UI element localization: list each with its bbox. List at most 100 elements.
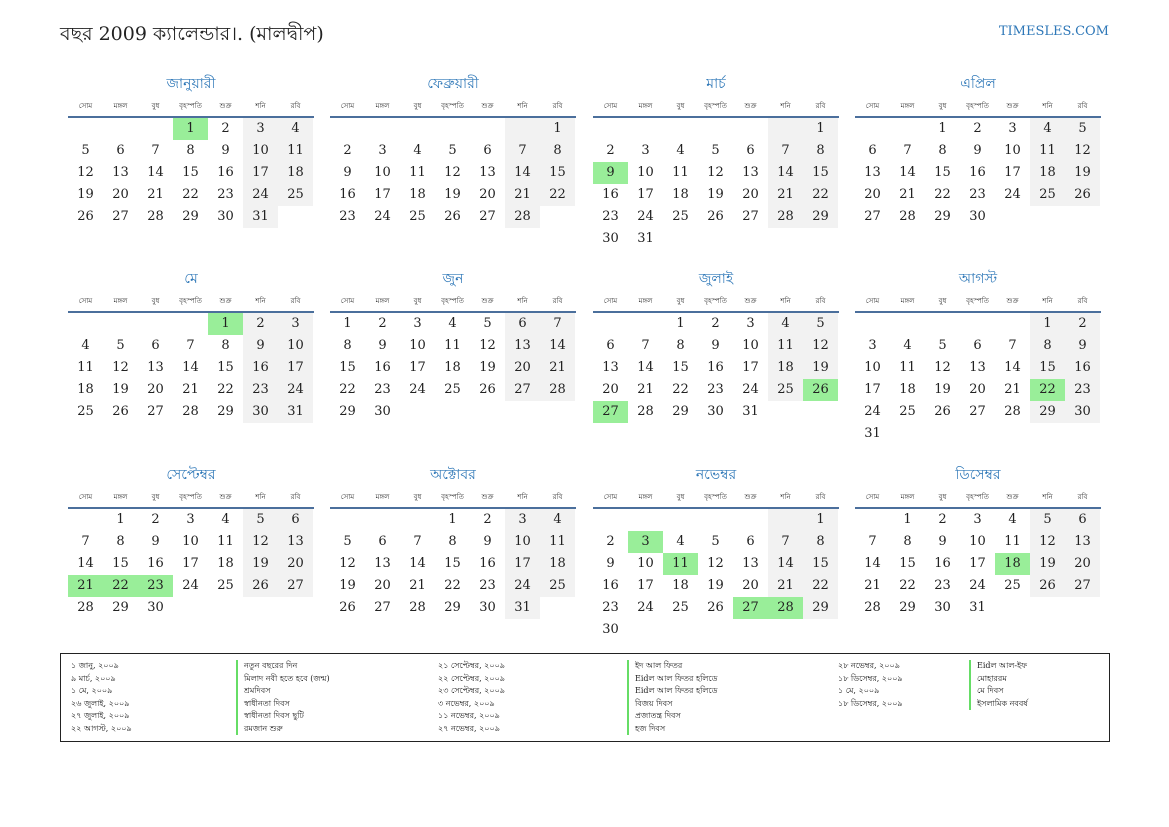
day-cell[interactable]: 23 — [602, 209, 619, 224]
day-cell[interactable]: 31 — [243, 206, 278, 228]
day-cell[interactable]: 30 — [374, 404, 391, 419]
day-cell[interactable]: 6 — [1065, 509, 1100, 531]
day-cell[interactable]: 16 — [217, 165, 234, 180]
day-cell[interactable]: 19 — [934, 382, 951, 397]
day-cell[interactable]: 7 — [505, 140, 540, 162]
day-cell[interactable]: 31 — [969, 600, 986, 615]
day-cell[interactable]: 13 — [742, 165, 759, 180]
day-cell[interactable]: 8 — [448, 534, 457, 549]
day-cell[interactable]: 4 — [676, 143, 685, 158]
day-cell[interactable]: 30 — [602, 622, 619, 637]
day-cell[interactable]: 10 — [969, 534, 986, 549]
day-cell[interactable]: 20 — [1065, 553, 1100, 575]
day-cell[interactable]: 20 — [602, 382, 619, 397]
day-cell[interactable]: 6 — [278, 509, 313, 531]
day-cell[interactable]: 11 — [1004, 534, 1021, 549]
day-cell[interactable]: 14 — [768, 553, 803, 575]
day-cell[interactable]: 18 — [672, 578, 689, 593]
day-cell[interactable]: 27 — [593, 401, 628, 423]
day-cell[interactable]: 21 — [637, 382, 654, 397]
day-cell[interactable]: 11 — [77, 360, 94, 375]
day-cell[interactable]: 8 — [803, 531, 838, 553]
day-cell[interactable]: 9 — [973, 143, 982, 158]
day-cell[interactable]: 27 — [112, 209, 129, 224]
day-cell[interactable]: 20 — [742, 187, 759, 202]
day-cell[interactable]: 5 — [711, 534, 720, 549]
day-cell[interactable]: 14 — [637, 360, 654, 375]
day-cell[interactable]: 3 — [505, 509, 540, 531]
day-cell[interactable]: 22 — [934, 187, 951, 202]
day-cell[interactable]: 16 — [969, 165, 986, 180]
day-cell[interactable]: 12 — [112, 360, 129, 375]
day-cell[interactable]: 9 — [711, 338, 720, 353]
day-cell[interactable]: 1 — [448, 512, 457, 527]
day-cell[interactable]: 20 — [742, 578, 759, 593]
day-cell[interactable]: 23 — [479, 578, 496, 593]
day-cell[interactable]: 27 — [1065, 575, 1100, 597]
day-cell[interactable]: 22 — [1030, 379, 1065, 401]
day-cell[interactable]: 11 — [1030, 140, 1065, 162]
day-cell[interactable]: 6 — [973, 338, 982, 353]
site-link[interactable]: TIMESLES.COM — [998, 24, 1109, 39]
day-cell[interactable]: 30 — [934, 600, 951, 615]
day-cell[interactable]: 4 — [413, 143, 422, 158]
day-cell[interactable]: 30 — [479, 600, 496, 615]
day-cell[interactable]: 20 — [112, 187, 129, 202]
day-cell[interactable]: 1 — [1030, 313, 1065, 335]
day-cell[interactable]: 15 — [803, 162, 838, 184]
day-cell[interactable]: 25 — [1030, 184, 1065, 206]
day-cell[interactable]: 28 — [77, 600, 94, 615]
day-cell[interactable]: 18 — [540, 553, 575, 575]
day-cell[interactable]: 3 — [243, 118, 278, 140]
day-cell[interactable]: 12 — [1065, 140, 1100, 162]
day-cell[interactable]: 29 — [803, 206, 838, 228]
day-cell[interactable]: 8 — [938, 143, 947, 158]
day-cell[interactable]: 29 — [217, 404, 234, 419]
day-cell[interactable]: 13 — [742, 556, 759, 571]
day-cell[interactable]: 3 — [1008, 121, 1017, 136]
day-cell[interactable]: 25 — [1004, 578, 1021, 593]
day-cell[interactable]: 26 — [112, 404, 129, 419]
day-cell[interactable]: 30 — [147, 600, 164, 615]
day-cell[interactable]: 23 — [707, 382, 724, 397]
day-cell[interactable]: 4 — [278, 118, 313, 140]
day-cell[interactable]: 4 — [81, 338, 90, 353]
day-cell[interactable]: 4 — [540, 509, 575, 531]
day-cell[interactable]: 15 — [934, 165, 951, 180]
day-cell[interactable]: 1 — [173, 118, 208, 140]
day-cell[interactable]: 17 — [182, 556, 199, 571]
day-cell[interactable]: 14 — [182, 360, 199, 375]
day-cell[interactable]: 18 — [768, 357, 803, 379]
day-cell[interactable]: 30 — [217, 209, 234, 224]
day-cell[interactable]: 21 — [899, 187, 916, 202]
day-cell[interactable]: 22 — [803, 575, 838, 597]
day-cell[interactable]: 17 — [243, 162, 278, 184]
day-cell[interactable]: 19 — [243, 553, 278, 575]
day-cell[interactable]: 19 — [707, 187, 724, 202]
day-cell[interactable]: 17 — [969, 556, 986, 571]
day-cell[interactable]: 16 — [602, 187, 619, 202]
day-cell[interactable]: 30 — [243, 401, 278, 423]
day-cell[interactable]: 21 — [409, 578, 426, 593]
day-cell[interactable]: 4 — [1008, 512, 1017, 527]
day-cell[interactable]: 7 — [413, 534, 422, 549]
day-cell[interactable]: 5 — [803, 313, 838, 335]
day-cell[interactable]: 22 — [182, 187, 199, 202]
day-cell[interactable]: 16 — [479, 556, 496, 571]
day-cell[interactable]: 20 — [969, 382, 986, 397]
day-cell[interactable]: 23 — [339, 209, 356, 224]
day-cell[interactable]: 25 — [278, 184, 313, 206]
day-cell[interactable]: 29 — [112, 600, 129, 615]
day-cell[interactable]: 24 — [637, 209, 654, 224]
day-cell[interactable]: 22 — [217, 382, 234, 397]
day-cell[interactable]: 21 — [768, 575, 803, 597]
day-cell[interactable]: 9 — [243, 335, 278, 357]
day-cell[interactable]: 21 — [505, 184, 540, 206]
day-cell[interactable]: 10 — [637, 556, 654, 571]
day-cell[interactable]: 30 — [969, 209, 986, 224]
day-cell[interactable]: 30 — [602, 231, 619, 246]
day-cell[interactable]: 23 — [217, 187, 234, 202]
day-cell[interactable]: 26 — [243, 575, 278, 597]
day-cell[interactable]: 1 — [343, 316, 352, 331]
day-cell[interactable]: 2 — [973, 121, 982, 136]
